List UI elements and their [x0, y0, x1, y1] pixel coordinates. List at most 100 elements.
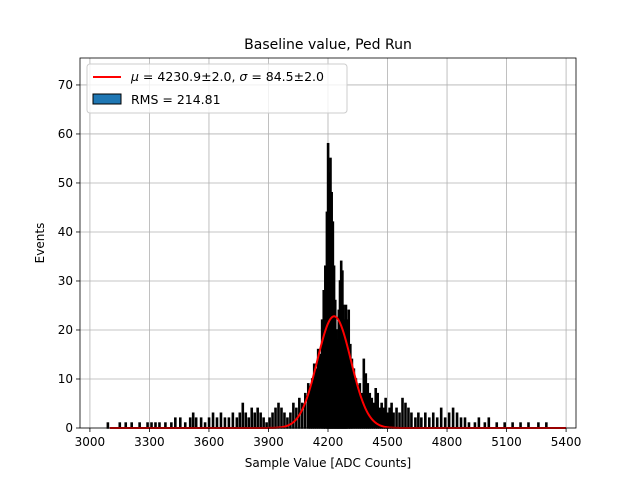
- histogram-bar: [455, 412, 459, 429]
- y-tick-label: 30: [58, 274, 73, 288]
- legend-mu-value: = 4230.9±2.0,: [139, 69, 239, 84]
- y-tick-label: 20: [58, 323, 73, 337]
- histogram-bars: [106, 142, 548, 429]
- x-tick-label: 4500: [372, 435, 403, 449]
- histogram-bar: [268, 417, 271, 429]
- histogram-bar: [256, 407, 259, 429]
- histogram-bar: [420, 417, 423, 429]
- histogram-bar: [390, 402, 393, 429]
- histogram-bar: [253, 412, 256, 429]
- legend-box: [86, 63, 348, 114]
- histogram-bar: [354, 378, 358, 429]
- histogram-bar: [227, 417, 231, 429]
- histogram-bar: [398, 412, 401, 429]
- histogram-bar: [407, 407, 410, 429]
- y-tick-label: 50: [58, 176, 73, 190]
- histogram-bar: [271, 412, 274, 429]
- x-tick-label: 5100: [491, 435, 522, 449]
- histogram-bar: [463, 417, 467, 429]
- histogram-bar: [174, 417, 177, 429]
- histogram-bar: [439, 407, 443, 429]
- histogram-bar: [289, 412, 292, 429]
- histogram-bar: [194, 417, 198, 429]
- y-tick-label: 40: [58, 225, 73, 239]
- histogram-bar: [386, 412, 389, 429]
- y-tick-label: 60: [58, 127, 73, 141]
- histogram-bar: [207, 417, 211, 429]
- histogram-bar: [424, 412, 427, 429]
- histogram-bar: [451, 407, 455, 429]
- histogram-bar: [443, 417, 447, 429]
- x-tick-label: 5400: [551, 435, 582, 449]
- histogram-bar: [244, 412, 248, 429]
- legend-fit-label: μ = 4230.9±2.0, σ = 84.5±2.0: [130, 69, 324, 84]
- x-tick-label: 3600: [194, 435, 225, 449]
- histogram-bar: [280, 407, 283, 429]
- histogram-bar: [211, 412, 215, 429]
- chart-title: Baseline value, Ped Run: [244, 37, 412, 53]
- legend-sigma-value: = 84.5±2.0: [247, 69, 324, 84]
- histogram-bar: [199, 417, 203, 429]
- histogram-bar: [414, 417, 417, 429]
- histogram-bar: [372, 402, 376, 429]
- histogram-bar: [188, 417, 192, 429]
- histogram-bar: [368, 392, 372, 429]
- histogram-bar: [191, 412, 195, 429]
- histogram-bar: [178, 417, 182, 429]
- x-tick-label: 3000: [75, 435, 106, 449]
- histogram-bar: [292, 402, 295, 429]
- histogram-bar: [417, 412, 420, 429]
- histogram-bar: [404, 402, 407, 429]
- histogram-bar: [223, 417, 227, 429]
- histogram-bar: [277, 402, 280, 429]
- histogram-bar: [318, 353, 322, 429]
- legend-hist-label: RMS = 214.81: [131, 92, 221, 107]
- histogram-bar: [382, 407, 385, 429]
- histogram-bar: [380, 402, 383, 429]
- histogram-bar: [235, 417, 239, 429]
- x-axis-ticks: 3000 3300 3600 3900 4200 4500 4800 5100 5400: [75, 428, 582, 449]
- histogram-bar: [314, 368, 318, 429]
- histogram-bar: [477, 417, 481, 429]
- histogram-bar: [352, 368, 356, 429]
- histogram-bar: [431, 412, 435, 429]
- x-tick-label: 4200: [313, 435, 344, 449]
- histogram-bar: [388, 407, 391, 429]
- histogram-bar: [395, 407, 398, 429]
- y-tick-label: 10: [58, 372, 73, 386]
- legend-sigma-symbol: σ: [239, 69, 248, 84]
- x-tick-label: 3300: [134, 435, 165, 449]
- histogram-bar: [308, 387, 312, 429]
- histogram-bar: [364, 373, 368, 429]
- histogram-bar: [259, 412, 262, 429]
- histogram-bar: [447, 412, 451, 429]
- histogram-bar: [384, 397, 387, 429]
- histogram-bar: [459, 417, 463, 429]
- histogram-bar: [247, 417, 251, 429]
- histogram-bar: [356, 387, 360, 429]
- histogram-bar: [362, 358, 366, 429]
- histogram-bar: [310, 378, 314, 429]
- legend: μ = 4230.9±2.0, σ = 84.5±2.0 RMS = 214.8…: [86, 63, 348, 114]
- x-tick-label: 4800: [432, 435, 463, 449]
- histogram-bar: [366, 383, 370, 429]
- histogram-bar: [401, 397, 404, 429]
- histogram-bar: [274, 407, 277, 429]
- histogram-bar: [262, 417, 265, 429]
- y-tick-label: 0: [65, 421, 73, 435]
- y-tick-label: 70: [58, 78, 73, 92]
- histogram-bar: [250, 407, 254, 429]
- x-axis-label: Sample Value [ADC Counts]: [245, 456, 411, 470]
- histogram-bar: [238, 412, 242, 429]
- legend-mu-symbol: μ: [130, 69, 139, 84]
- histogram-bar: [410, 412, 413, 429]
- x-tick-label: 3900: [253, 435, 284, 449]
- histogram-bar: [392, 412, 395, 429]
- histogram-bar: [487, 417, 491, 429]
- histogram-bar: [435, 417, 439, 429]
- histogram-bar: [241, 402, 245, 429]
- histogram-bar: [427, 417, 431, 429]
- histogram-bar: [106, 422, 110, 429]
- y-axis-label: Events: [33, 223, 47, 264]
